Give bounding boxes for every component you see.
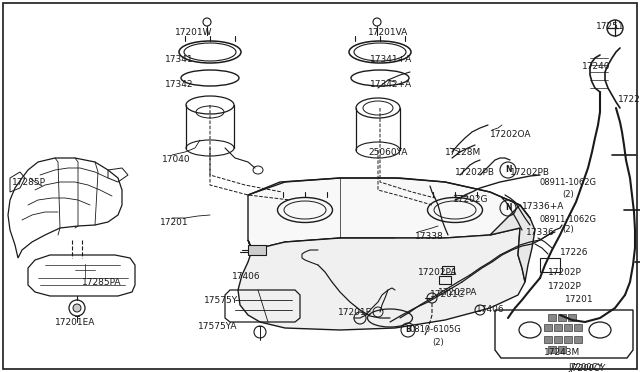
Text: 17342: 17342 (165, 80, 193, 89)
Bar (574, 336, 582, 343)
Bar (442, 266, 454, 273)
Text: J7200CY: J7200CY (570, 364, 605, 372)
Text: 17202PA: 17202PA (418, 268, 458, 277)
Text: 17202G: 17202G (453, 195, 488, 204)
Text: 17575YA: 17575YA (198, 322, 237, 331)
Text: 17202PB: 17202PB (510, 168, 550, 177)
Text: 17201: 17201 (565, 295, 594, 304)
Bar (439, 276, 451, 283)
Text: 17202PA: 17202PA (438, 288, 477, 297)
Text: 17202P: 17202P (548, 282, 582, 291)
Bar (564, 324, 572, 331)
Bar (564, 336, 572, 343)
Circle shape (73, 304, 81, 312)
Text: 17336: 17336 (526, 228, 555, 237)
Text: 17040: 17040 (162, 155, 191, 164)
Bar (558, 346, 566, 353)
Text: 17201E: 17201E (338, 308, 372, 317)
Text: 17575Y: 17575Y (204, 296, 238, 305)
Bar (540, 258, 560, 272)
Text: 17201: 17201 (160, 218, 189, 227)
Text: 17336+A: 17336+A (522, 202, 564, 211)
Bar (548, 346, 556, 353)
Bar (548, 314, 556, 321)
Text: (2): (2) (432, 338, 444, 347)
Text: 17201W: 17201W (175, 28, 212, 37)
Text: 17202P: 17202P (548, 268, 582, 277)
Text: 17201EA: 17201EA (55, 318, 95, 327)
Text: 17341: 17341 (165, 55, 194, 64)
Text: 17338: 17338 (415, 232, 444, 241)
Text: 17201C: 17201C (430, 290, 465, 299)
Text: N: N (505, 203, 511, 212)
Text: 17406: 17406 (476, 305, 504, 314)
Polygon shape (490, 205, 535, 282)
Text: 17243M: 17243M (544, 348, 580, 357)
Text: 25060YA: 25060YA (368, 148, 408, 157)
Text: 17285P: 17285P (12, 178, 46, 187)
Text: 17226: 17226 (560, 248, 589, 257)
Polygon shape (248, 178, 530, 250)
Text: 17285PA: 17285PA (82, 278, 122, 287)
Text: 17202PB: 17202PB (455, 168, 495, 177)
Text: 17342+A: 17342+A (370, 80, 412, 89)
Bar (554, 336, 562, 343)
Polygon shape (238, 228, 525, 330)
Text: 17228M: 17228M (445, 148, 481, 157)
Text: (2): (2) (562, 225, 573, 234)
Text: 17202OA: 17202OA (490, 130, 531, 139)
Text: B: B (405, 326, 411, 334)
Text: 17201VA: 17201VA (368, 28, 408, 37)
Bar (248, 245, 266, 255)
Text: 0810-6105G: 0810-6105G (410, 325, 461, 334)
Text: 08911-1062G: 08911-1062G (540, 215, 597, 224)
Bar (574, 324, 582, 331)
Bar (554, 324, 562, 331)
Text: 17341+A: 17341+A (370, 55, 412, 64)
Text: 17406: 17406 (232, 272, 260, 281)
Text: 17251: 17251 (596, 22, 625, 31)
Text: 17240: 17240 (582, 62, 611, 71)
Bar (544, 336, 552, 343)
Text: N: N (505, 166, 511, 174)
Bar (568, 314, 576, 321)
Text: 08911-1062G: 08911-1062G (540, 178, 597, 187)
Bar (558, 314, 566, 321)
Text: (2): (2) (562, 190, 573, 199)
Bar (544, 324, 552, 331)
Text: 17220Q: 17220Q (618, 95, 640, 104)
Text: J7200CY: J7200CY (568, 363, 602, 372)
